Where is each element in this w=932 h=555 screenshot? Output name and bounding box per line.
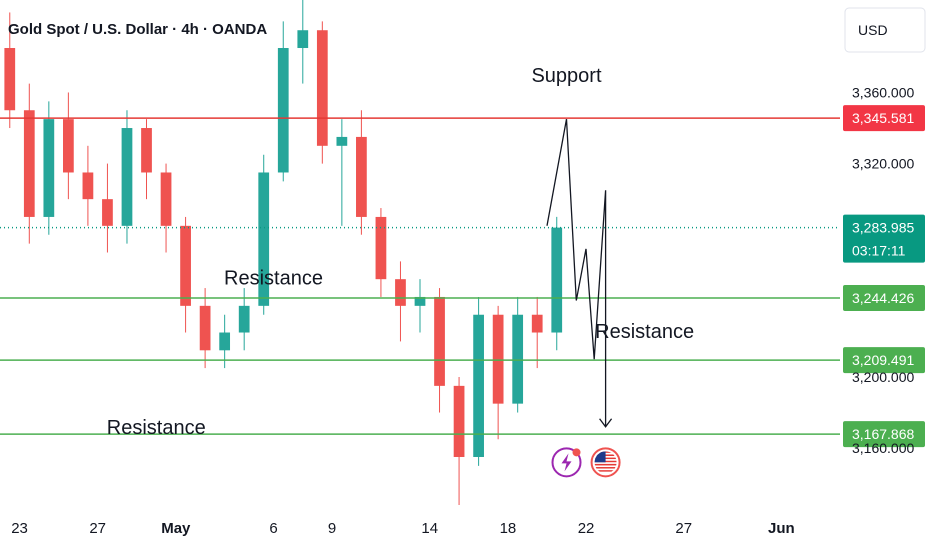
x-tick-label: 6 (269, 520, 277, 537)
x-tick-label: 23 (11, 520, 28, 537)
x-tick-label: 27 (675, 520, 692, 537)
y-tick-label: 3,320.000 (852, 156, 914, 172)
chart-title: Gold Spot / U.S. Dollar · 4h · OANDA (8, 21, 267, 38)
arrow-down-icon (599, 418, 613, 428)
price-badge-label: 3,244.426 (852, 290, 914, 306)
candle (473, 296, 484, 466)
candle (43, 101, 55, 235)
x-tick-label: May (161, 520, 191, 537)
currency-button[interactable]: USD (844, 7, 926, 53)
price-badge-label: 3,167.868 (852, 426, 914, 442)
lightning-event-icon[interactable] (551, 447, 582, 478)
candle (551, 216, 563, 351)
candle (141, 119, 152, 200)
countdown-label: 03:17:11 (852, 243, 906, 259)
candle (414, 279, 426, 333)
candle (63, 92, 74, 200)
price-level[interactable]: 3,283.985 03:17:11 (0, 214, 925, 263)
x-tick-label: 22 (578, 520, 595, 537)
currency-label: USD (858, 22, 888, 38)
price-level[interactable]: 3,345.581 (0, 105, 925, 132)
x-tick-label: 14 (421, 520, 438, 537)
candle (395, 261, 406, 342)
candle (277, 21, 289, 182)
candle (297, 0, 309, 84)
y-tick-label: 3,160.000 (852, 440, 914, 456)
candle (434, 288, 445, 413)
price-badge-label: 3,283.985 (852, 220, 914, 236)
price-level[interactable]: 3,209.491 (0, 347, 925, 374)
price-badge-label: 3,209.491 (852, 352, 914, 368)
candle (453, 376, 465, 505)
candle (102, 163, 113, 253)
candle (492, 305, 504, 440)
y-tick-label: 3,200.000 (852, 369, 914, 385)
candle (23, 83, 35, 244)
candle (121, 110, 133, 244)
candle (375, 208, 387, 297)
candle (219, 314, 231, 369)
x-tick-label: Jun (768, 520, 795, 537)
chart-annotation: Resistance (595, 321, 694, 343)
price-badge-label: 3,345.581 (852, 110, 914, 126)
candle (512, 296, 524, 413)
us-flag-icon[interactable] (590, 447, 621, 478)
x-tick-label: 9 (328, 520, 336, 537)
chart-annotation: Resistance (224, 268, 323, 290)
y-tick-label: 3,360.000 (852, 84, 914, 100)
candle (316, 21, 328, 164)
candle (82, 145, 94, 226)
candle (258, 154, 270, 315)
chart-annotation: Support (531, 65, 601, 87)
x-tick-label: 18 (500, 520, 517, 537)
x-tick-label: 27 (89, 520, 106, 537)
price-level[interactable]: 3,167.868 (0, 421, 925, 448)
candle (531, 296, 543, 369)
candle (180, 216, 191, 333)
candle (160, 163, 172, 253)
candle (199, 288, 211, 369)
candle (4, 12, 16, 129)
candle (336, 119, 348, 226)
projection-path (546, 118, 607, 427)
chart-annotation: Resistance (107, 417, 206, 439)
price-level[interactable]: 3,244.426 (0, 284, 925, 311)
candle (356, 110, 367, 235)
